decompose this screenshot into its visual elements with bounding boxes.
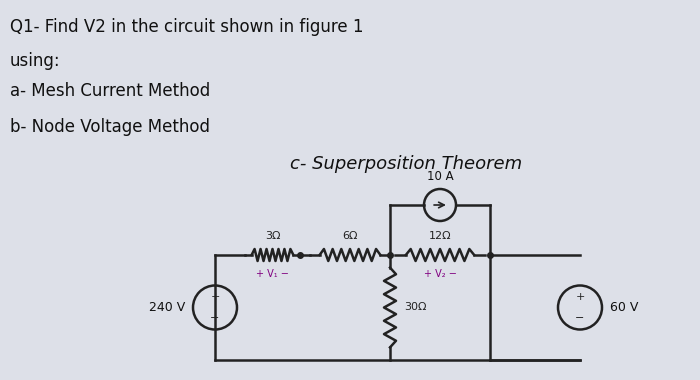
Text: a- Mesh Current Method: a- Mesh Current Method	[10, 82, 210, 100]
Text: c- Superposition Theorem: c- Superposition Theorem	[290, 155, 522, 173]
Text: 10 A: 10 A	[427, 170, 454, 183]
Text: 12Ω: 12Ω	[428, 231, 452, 241]
Text: 30Ω: 30Ω	[404, 302, 426, 312]
Text: using:: using:	[10, 52, 61, 70]
Text: + V₁ −: + V₁ −	[256, 269, 289, 279]
Text: +: +	[210, 293, 220, 302]
Text: 6Ω: 6Ω	[342, 231, 358, 241]
Text: −: −	[210, 312, 220, 323]
Text: b- Node Voltage Method: b- Node Voltage Method	[10, 118, 210, 136]
Text: 60 V: 60 V	[610, 301, 638, 314]
Text: 240 V: 240 V	[148, 301, 185, 314]
Text: 3Ω: 3Ω	[265, 231, 280, 241]
Text: Q1- Find V2 in the circuit shown in figure 1: Q1- Find V2 in the circuit shown in figu…	[10, 18, 363, 36]
Text: + V₂ −: + V₂ −	[424, 269, 456, 279]
Text: −: −	[575, 312, 584, 323]
Text: +: +	[575, 293, 584, 302]
